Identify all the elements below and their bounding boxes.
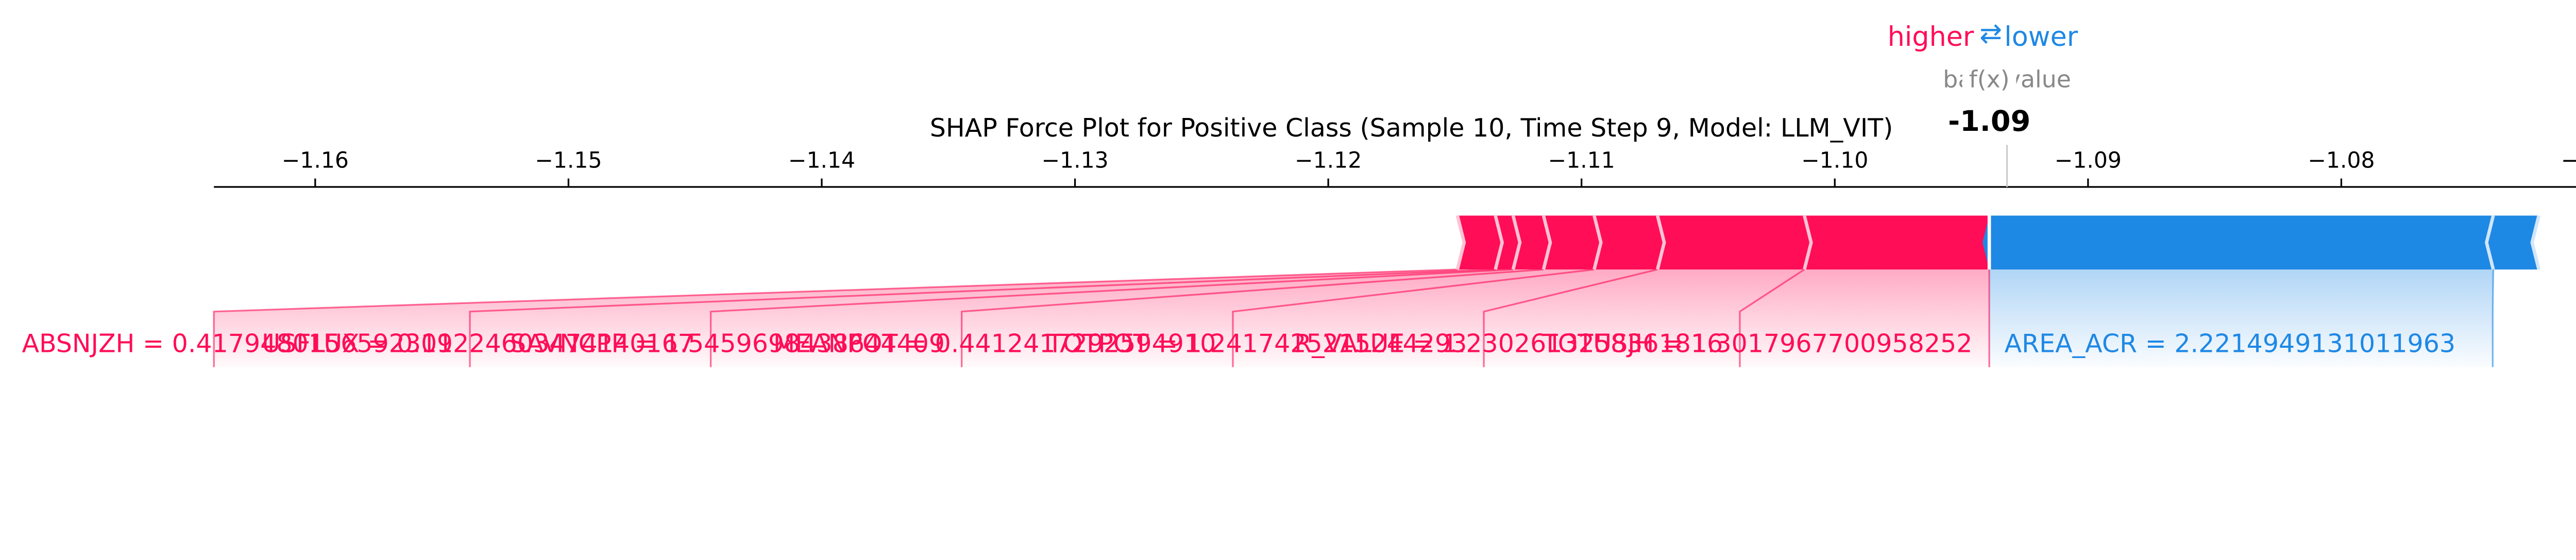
- label-connector: [1739, 268, 1805, 367]
- segment-separator: [1656, 215, 1666, 270]
- segment-separator: [2484, 215, 2495, 270]
- force-segment: [1982, 215, 2494, 270]
- x-tick-label: −1.13: [1041, 148, 1108, 173]
- x-tick-label: −1.11: [1548, 148, 1615, 173]
- label-shade: [1740, 269, 1990, 367]
- feature-label: TOTUSJH = 1.3017967700958252: [1542, 329, 1973, 359]
- x-tick-label: −1.16: [282, 148, 349, 173]
- label-connector: [1483, 268, 1658, 367]
- force-segment: [1804, 215, 1996, 270]
- feature-label: TOTPOT = 1.2417425215244293: [1047, 329, 1467, 359]
- output-value: -1.09: [1948, 105, 2030, 138]
- legend-arrow: ⇄: [1979, 18, 2002, 49]
- label-shade: [1233, 269, 1658, 367]
- segment-separator: [1455, 215, 1466, 270]
- label-connector: [213, 268, 1458, 367]
- segment-separator: [1541, 215, 1552, 270]
- label-shade: [214, 269, 1496, 367]
- force-segment: [1457, 215, 1502, 270]
- segment-separator: [1494, 215, 1504, 270]
- x-tick-label: −1.10: [1801, 148, 1868, 173]
- x-tick-label: −1.08: [2308, 148, 2375, 173]
- force-segment: [1594, 215, 1665, 270]
- force-segment: [2486, 215, 2539, 270]
- feature-label: MEANPOT = 0.4412417292594910: [773, 329, 1216, 359]
- feature-label: ABSNJZH = 0.4179480156592301: [22, 329, 453, 359]
- segment-separator: [1803, 215, 1813, 270]
- force-segment: [1495, 215, 1520, 270]
- fx-label: f(x): [1969, 65, 2010, 93]
- force-segment: [1543, 215, 1601, 270]
- force-segment: [1657, 215, 1811, 270]
- x-tick-label: −1.09: [2055, 148, 2122, 173]
- feature-label: AREA_ACR = 2.2214949131011963: [2005, 329, 2456, 359]
- label-connector: [469, 268, 1496, 367]
- force-segment: [1513, 215, 1551, 270]
- x-tick-label: −1.15: [535, 148, 602, 173]
- feature-label: USFLUX = 0.19224603474140167: [262, 329, 694, 359]
- segment-separator: [1511, 215, 1522, 270]
- label-shade: [1989, 269, 2494, 367]
- feature-label: R_VALUE = 1.2302613258361816: [1294, 329, 1723, 359]
- label-shade: [1484, 269, 1805, 367]
- label-shade: [710, 269, 1544, 367]
- x-tick-label: −1.14: [788, 148, 855, 173]
- label-shade: [470, 269, 1513, 367]
- chart-title: SHAP Force Plot for Positive Class (Samp…: [930, 113, 1893, 143]
- label-shade: [961, 269, 1595, 367]
- feature-label: SAVNCPP = 1.5459698438644409: [510, 329, 945, 359]
- segment-separator: [2530, 215, 2541, 270]
- label-connector: [961, 268, 1544, 367]
- fx-label-bg: [1962, 65, 2016, 95]
- label-connector: [1232, 268, 1595, 367]
- label-connector: [709, 268, 1514, 367]
- legend-higher: higher: [1888, 21, 1974, 53]
- x-tick-label: −1.12: [1295, 148, 1362, 173]
- legend-lower: lower: [2004, 21, 2078, 53]
- segment-separator: [1592, 215, 1603, 270]
- x-tick-label: −1.07: [2561, 148, 2576, 173]
